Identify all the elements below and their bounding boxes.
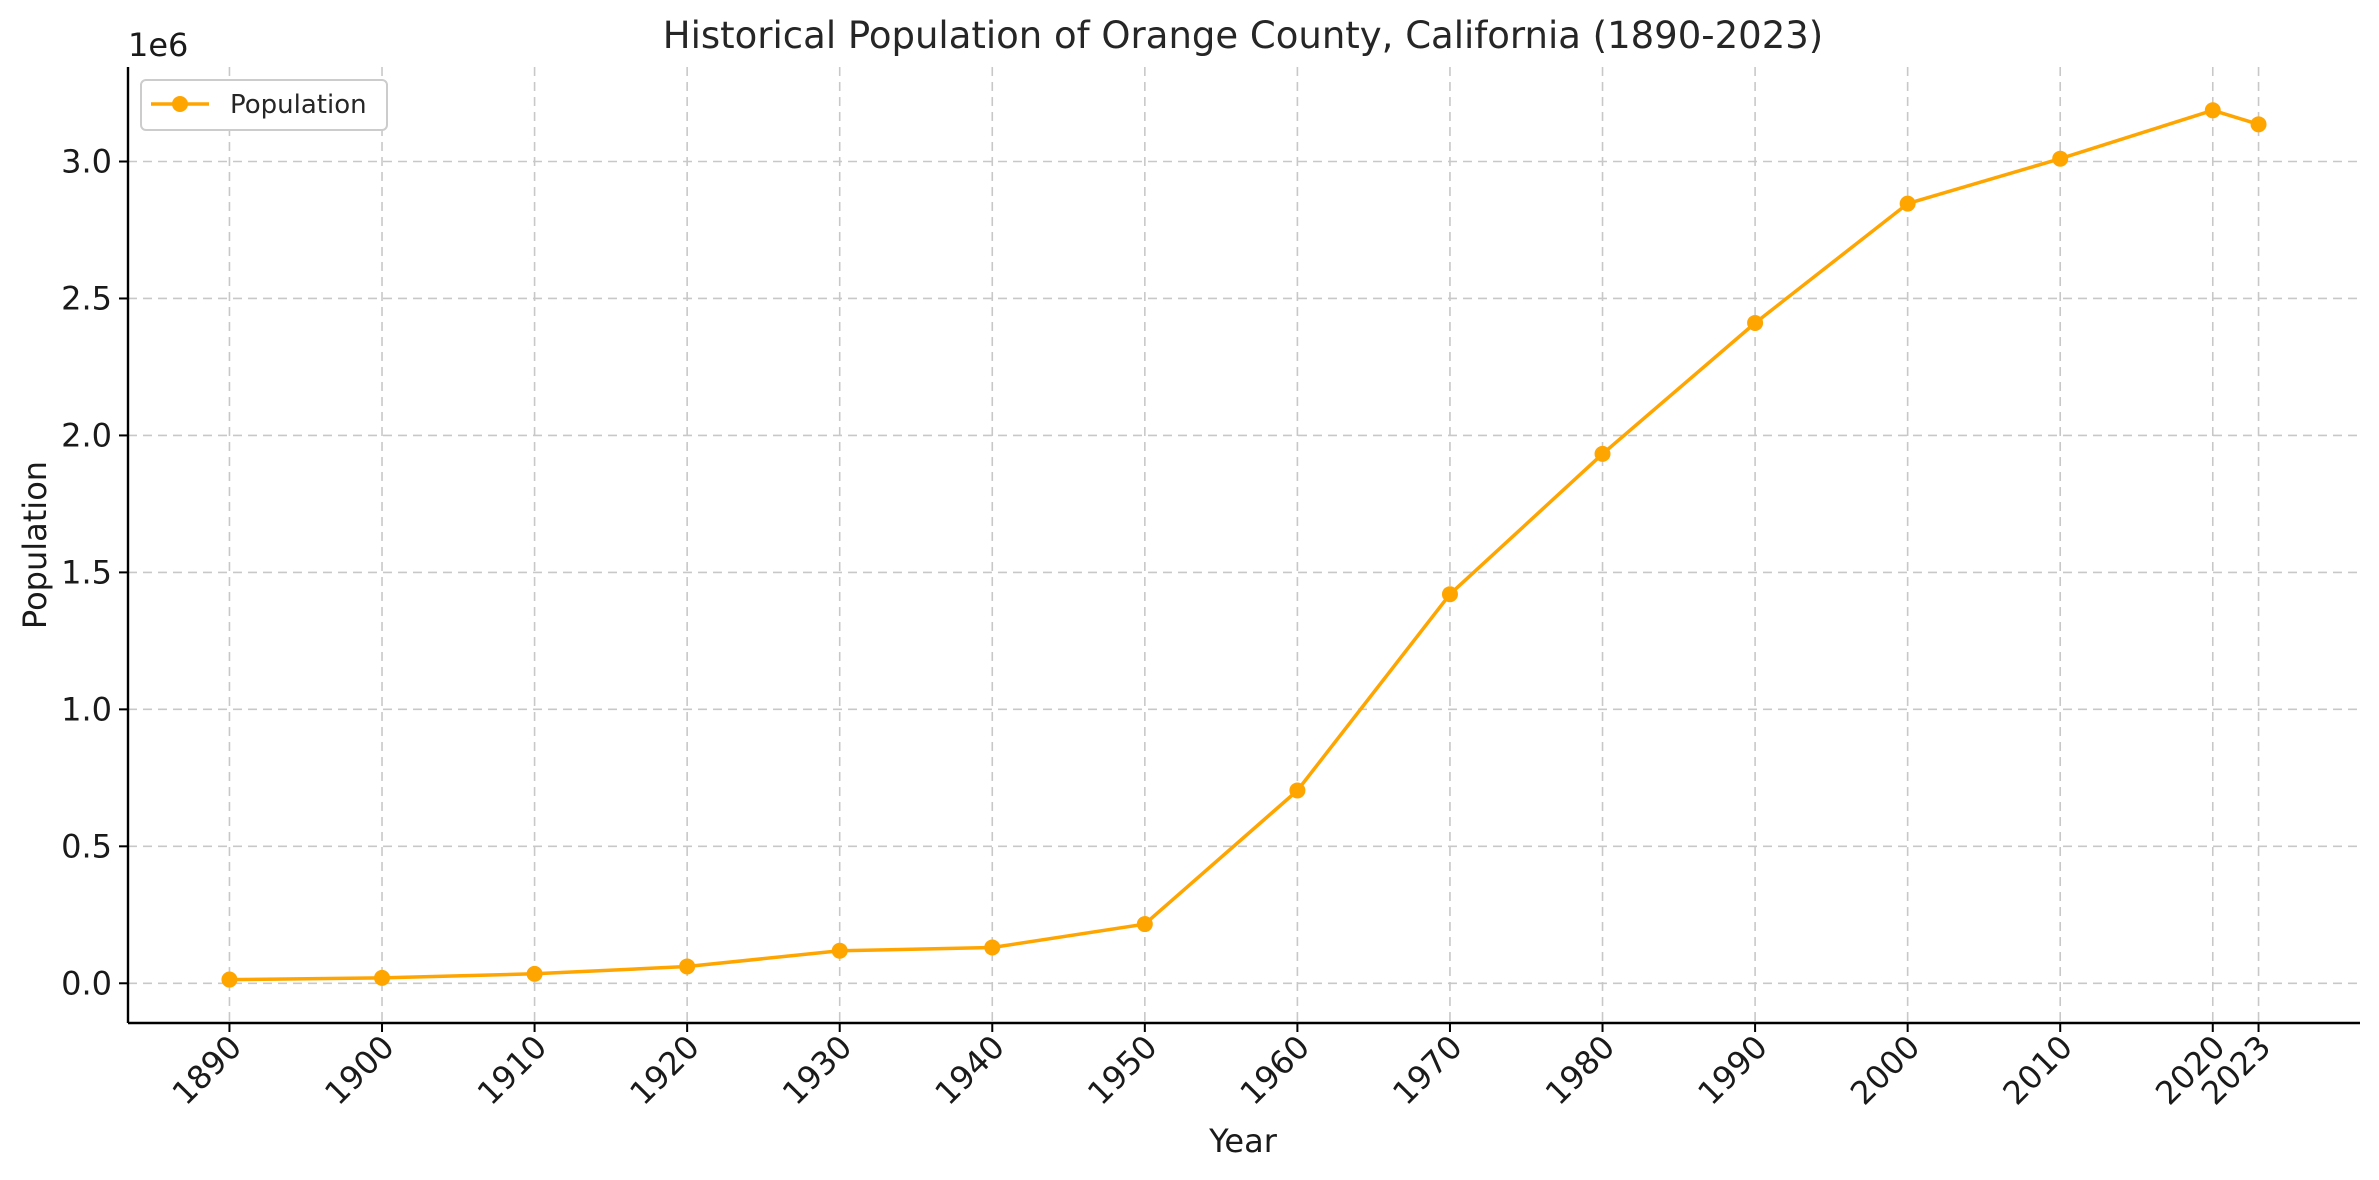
legend-series-label: Population	[230, 90, 367, 120]
y-axis-offset-label: 1e6	[128, 26, 188, 64]
y-tick-label: 1.5	[61, 553, 112, 591]
x-tick-label: 1900	[317, 1028, 401, 1112]
population-point	[526, 965, 543, 982]
y-tick-label: 2.5	[61, 279, 112, 317]
x-tick-label: 1960	[1233, 1028, 1317, 1112]
chart-title: Historical Population of Orange County, …	[663, 14, 1823, 57]
x-tick-label: 1910	[470, 1028, 554, 1112]
series-population	[221, 102, 2267, 988]
x-tick-label: 1990	[1690, 1028, 1774, 1112]
population-point	[1136, 916, 1153, 933]
legend-series-marker	[172, 96, 188, 112]
population-point	[2204, 102, 2221, 119]
population-point	[1747, 314, 1764, 331]
y-tick-label: 0.0	[61, 964, 112, 1002]
x-tick-label: 1970	[1385, 1028, 1469, 1112]
x-tick-label: 1950	[1080, 1028, 1164, 1112]
legend: Population	[140, 79, 388, 131]
axes	[126, 67, 2360, 1025]
population-point	[984, 939, 1001, 956]
x-tick-label: 1940	[927, 1028, 1011, 1112]
y-tick-label: 1.0	[61, 690, 112, 728]
population-point	[2250, 116, 2267, 133]
x-tick-label: 1980	[1538, 1028, 1622, 1112]
x-axis-label: Year	[1208, 1122, 1278, 1160]
legend-frame	[140, 79, 388, 131]
population-point	[2052, 150, 2069, 167]
population-point	[1441, 586, 1458, 603]
population-point	[831, 942, 848, 959]
y-tick-label: 0.5	[61, 827, 112, 865]
x-tick-label: 1930	[775, 1028, 859, 1112]
y-tick-label: 3.0	[61, 143, 112, 181]
tick-marks: 1890 1900 1910 1920 1930 1940 1950 1960 1970 1980…	[61, 143, 2278, 1113]
population-point	[1899, 195, 1916, 212]
x-tick-label: 1890	[165, 1028, 249, 1112]
x-tick-label: 2000	[1843, 1028, 1927, 1112]
population-point	[374, 969, 391, 986]
population-point	[1289, 782, 1306, 799]
y-axis-label: Population	[16, 461, 54, 629]
grid-lines	[128, 67, 2360, 1023]
x-tick-label: 1920	[622, 1028, 706, 1112]
x-tick-label: 2010	[1995, 1028, 2079, 1112]
population-point	[221, 971, 238, 988]
population-point	[679, 958, 696, 975]
population-point	[1594, 445, 1611, 462]
y-tick-label: 2.0	[61, 416, 112, 454]
